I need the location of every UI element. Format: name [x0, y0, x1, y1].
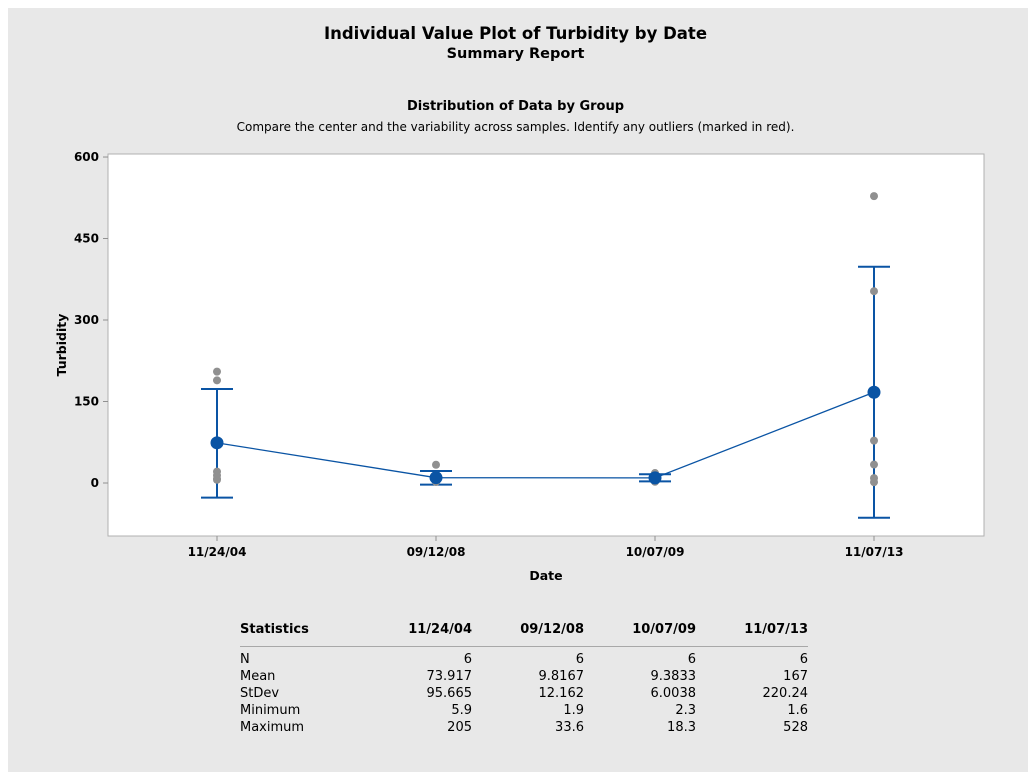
statistic-value: 95.665 [426, 686, 473, 701]
statistics-header-group: 10/07/09 [584, 622, 696, 647]
statistic-value: 2.3 [675, 703, 696, 718]
report-subtitle: Summary Report [446, 46, 585, 62]
chart-title: Distribution of Data by Group [406, 99, 625, 114]
statistic-value: 6 [799, 652, 808, 667]
x-axis: 11/24/04 09/12/08 10/07/09 11/07/13 [188, 536, 904, 559]
data-point [870, 478, 878, 487]
chart-marks [201, 192, 890, 519]
statistics-header-row: Statistics 11/24/04 09/12/08 10/07/09 11… [240, 622, 808, 647]
statistic-value: 1.9 [563, 703, 584, 718]
statistic-value: 73.917 [426, 669, 473, 684]
mean-marker [648, 471, 662, 485]
y-axis: 0 150 300 450 600 [74, 150, 108, 490]
statistics-table: Statistics 11/24/04 09/12/08 10/07/09 11… [240, 622, 808, 736]
statistic-value: 220.24 [762, 686, 809, 701]
y-tick-label: 150 [74, 395, 99, 409]
mean-marker [867, 385, 881, 399]
statistic-value: 9.8167 [538, 669, 585, 684]
statistic-value: 1.6 [787, 703, 808, 718]
data-point [870, 287, 878, 296]
statistic-value: 9.3833 [650, 669, 697, 684]
y-tick-label: 600 [74, 150, 99, 164]
report-title: Individual Value Plot of Turbidity by Da… [323, 24, 708, 43]
data-point [870, 460, 878, 469]
statistic-name: Maximum [240, 720, 305, 735]
data-point [870, 192, 878, 201]
plot-area [107, 153, 985, 537]
statistic-value: 5.9 [451, 703, 472, 718]
mean-marker [210, 436, 224, 450]
x-tick-label: 10/07/09 [626, 545, 685, 559]
statistics-row: Mean 73.917 9.8167 9.3833 167 [240, 668, 808, 685]
data-point [432, 460, 440, 469]
statistic-value: 33.6 [555, 720, 584, 735]
statistics-header-group: 09/12/08 [472, 622, 584, 647]
x-tick-label: 11/24/04 [188, 545, 247, 559]
data-point [870, 436, 878, 445]
statistic-value: 6 [687, 652, 696, 667]
statistics-row: Minimum 5.9 1.9 2.3 1.6 [240, 702, 808, 719]
statistics-row: StDev 95.665 12.162 6.0038 220.24 [240, 685, 808, 702]
statistic-value: 6 [575, 652, 584, 667]
statistics-header-group: 11/07/13 [696, 622, 808, 647]
statistic-value: 6.0038 [650, 686, 697, 701]
mean-marker [429, 471, 443, 485]
statistics-header-group: 11/24/04 [360, 622, 472, 647]
statistic-value: 205 [447, 720, 472, 735]
y-tick-label: 450 [74, 232, 99, 246]
statistic-value: 528 [783, 720, 808, 735]
y-axis-label: Turbidity [54, 314, 69, 377]
data-point [213, 367, 221, 376]
statistic-name: N [240, 652, 250, 667]
data-point [213, 376, 221, 385]
statistics-header-label: Statistics [240, 622, 360, 647]
x-tick-label: 11/07/13 [845, 545, 904, 559]
data-point [213, 475, 221, 484]
y-tick-label: 0 [91, 476, 99, 490]
statistic-value: 6 [463, 652, 472, 667]
x-tick-label: 09/12/08 [407, 545, 466, 559]
y-tick-label: 300 [74, 313, 99, 327]
chart-subtitle: Compare the center and the variability a… [236, 120, 795, 134]
statistic-value: 167 [783, 669, 808, 684]
x-axis-label: Date [529, 568, 562, 583]
statistic-name: StDev [240, 686, 280, 701]
statistic-value: 18.3 [667, 720, 696, 735]
mean-connect-line [216, 391, 875, 479]
statistic-value: 12.162 [538, 686, 585, 701]
statistics-row: N 6 6 6 6 [240, 647, 808, 669]
statistics-row: Maximum 205 33.6 18.3 528 [240, 719, 808, 736]
statistic-name: Minimum [240, 703, 301, 718]
statistic-name: Mean [240, 669, 276, 684]
